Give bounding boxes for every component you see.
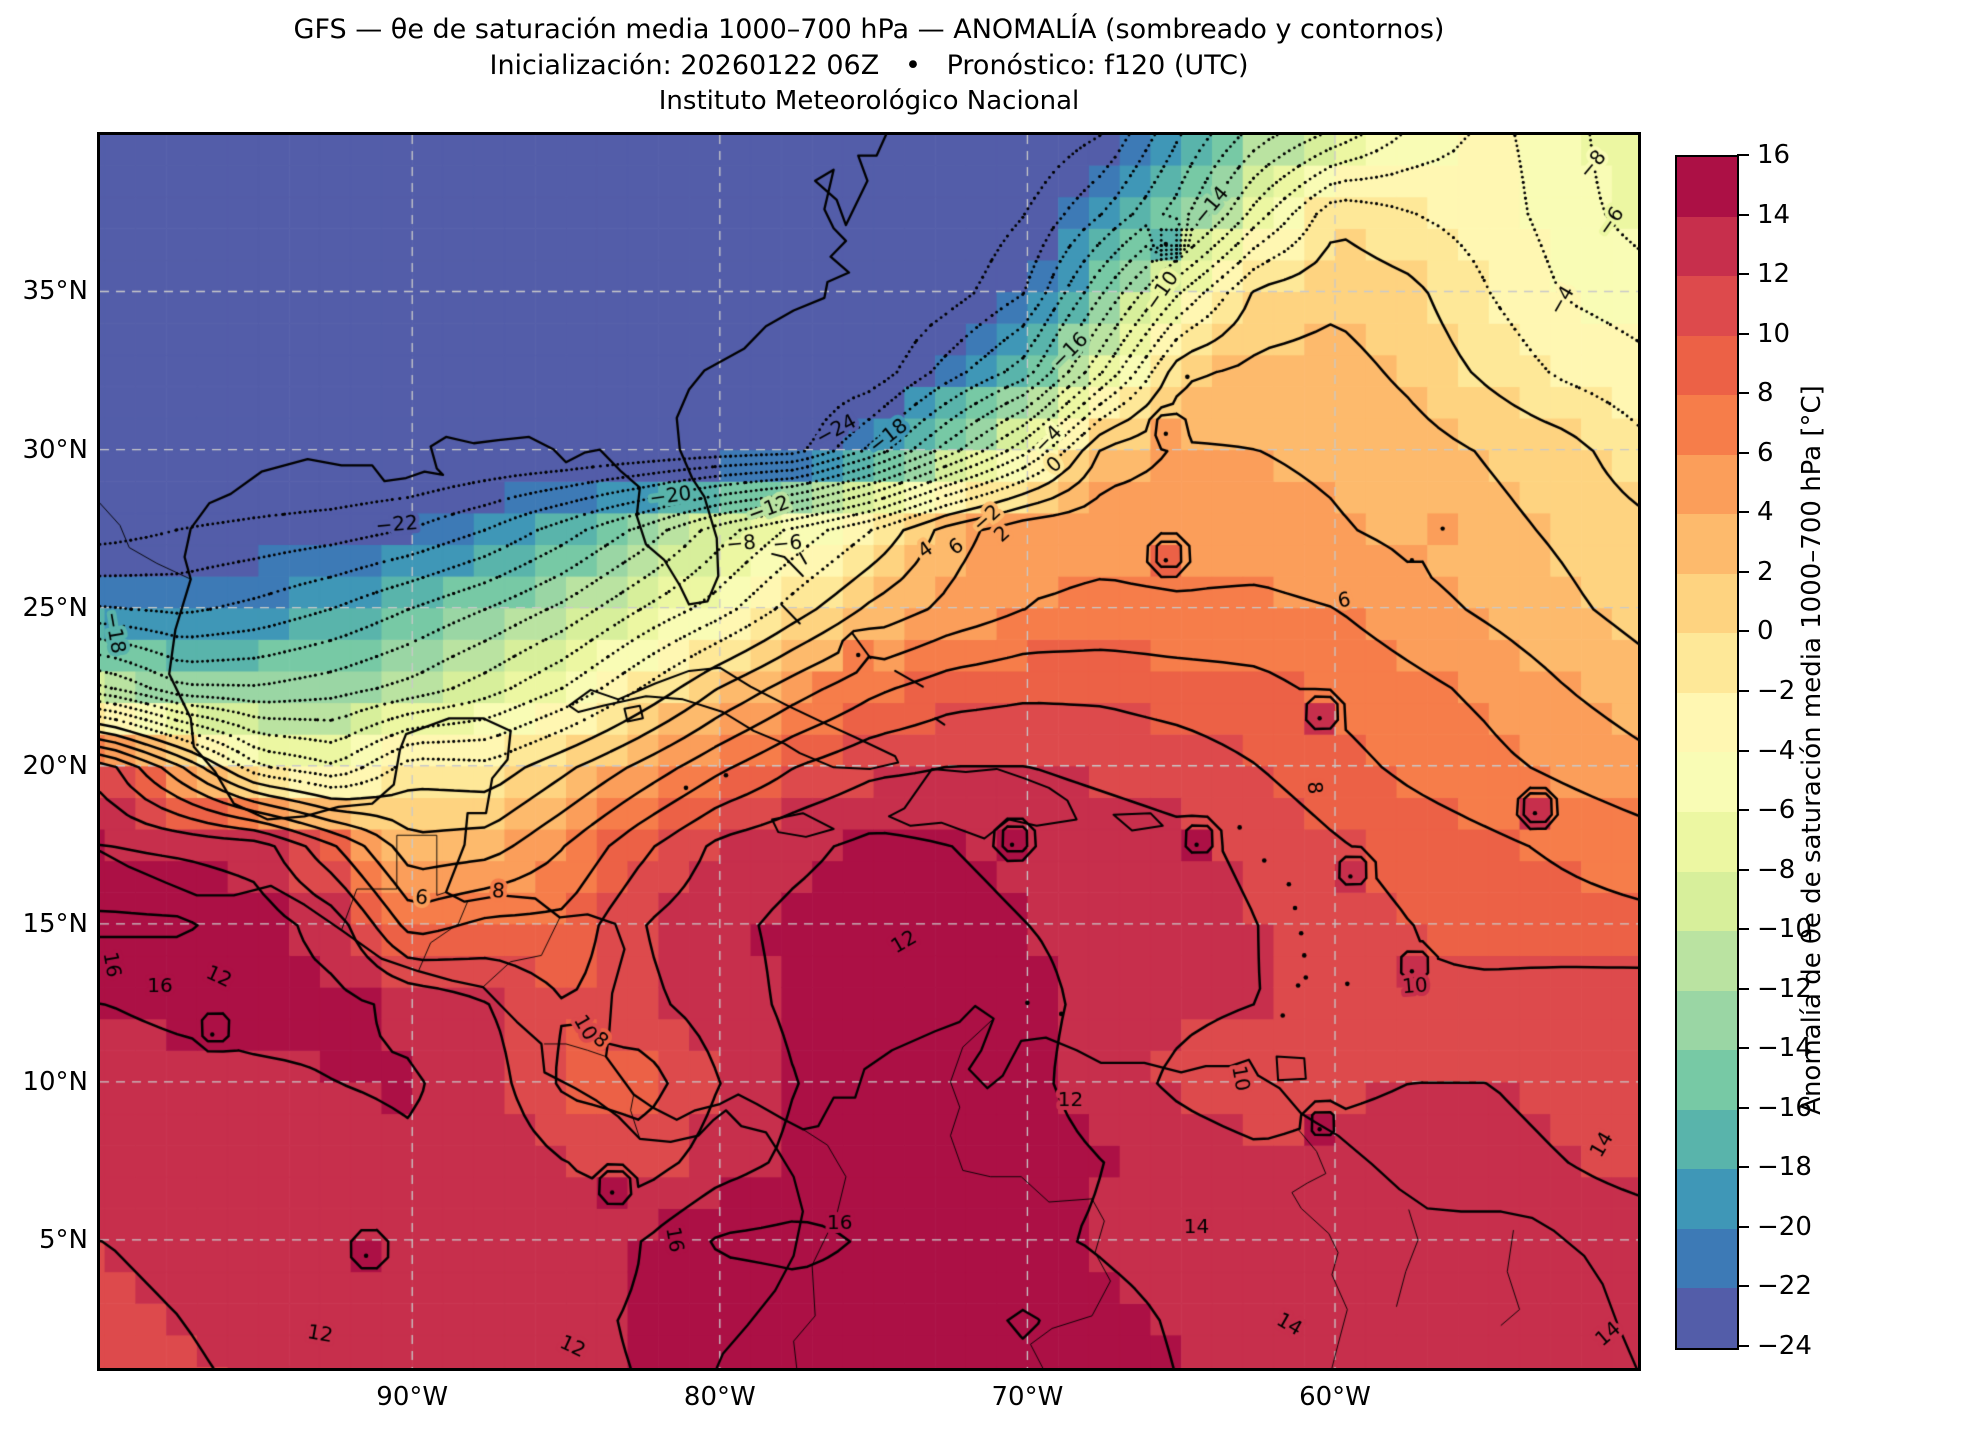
colorbar-tick-mark bbox=[1737, 868, 1749, 871]
colorbar-tick-mark bbox=[1737, 451, 1749, 454]
institution-title: Instituto Meteorológico Nacional bbox=[658, 86, 1080, 116]
colorbar-tick-label: −6 bbox=[1757, 795, 1796, 826]
colorbar-band bbox=[1677, 216, 1737, 277]
colorbar-band bbox=[1677, 395, 1737, 455]
colorbar-band bbox=[1677, 633, 1737, 693]
colorbar-band bbox=[1677, 276, 1737, 336]
colorbar bbox=[1675, 155, 1739, 1350]
colorbar-tick-mark bbox=[1737, 689, 1749, 692]
plot-title: GFS — θe de saturación media 1000–700 hP… bbox=[293, 14, 1445, 45]
colorbar-band bbox=[1677, 1288, 1737, 1348]
colorbar-tick-label: −18 bbox=[1757, 1152, 1812, 1183]
y-tick-label: 20°N bbox=[22, 750, 88, 781]
colorbar-band bbox=[1677, 573, 1737, 634]
colorbar-tick-label: 10 bbox=[1757, 318, 1791, 349]
colorbar-band bbox=[1677, 1228, 1737, 1289]
colorbar-tick-label: 16 bbox=[1757, 140, 1791, 170]
colorbar-tick-mark bbox=[1737, 987, 1749, 990]
colorbar-tick-label: 6 bbox=[1757, 437, 1774, 468]
colorbar-tick-label: −16 bbox=[1757, 1092, 1812, 1123]
y-tick-label: 15°N bbox=[22, 908, 88, 939]
colorbar-band bbox=[1677, 335, 1737, 396]
colorbar-tick-label: −14 bbox=[1757, 1033, 1812, 1064]
y-tick-label: 30°N bbox=[22, 434, 88, 465]
x-tick-label: 90°W bbox=[376, 1382, 449, 1412]
colorbar-band bbox=[1677, 1109, 1737, 1170]
colorbar-tick-mark bbox=[1737, 1225, 1749, 1228]
colorbar-tick-mark bbox=[1737, 273, 1749, 276]
colorbar-tick-mark bbox=[1737, 511, 1749, 514]
colorbar-tick-mark bbox=[1737, 1047, 1749, 1050]
map-frame bbox=[97, 132, 1641, 1371]
colorbar-band bbox=[1677, 692, 1737, 753]
colorbar-tick-mark bbox=[1737, 749, 1749, 752]
x-tick-label: 60°W bbox=[1299, 1382, 1371, 1412]
colorbar-tick-mark bbox=[1737, 1166, 1749, 1169]
plot-subtitle: Inicialización: 20260122 06Z • Pronóstic… bbox=[489, 50, 1249, 81]
colorbar-tick-label: 14 bbox=[1757, 199, 1791, 230]
colorbar-tick-mark bbox=[1737, 1345, 1749, 1347]
colorbar-tick-label: 8 bbox=[1757, 378, 1774, 409]
colorbar-tick-label: 0 bbox=[1757, 616, 1774, 647]
y-tick-label: 35°N bbox=[22, 276, 88, 307]
colorbar-band bbox=[1677, 752, 1737, 813]
colorbar-tick-mark bbox=[1737, 570, 1749, 573]
colorbar-tick-mark bbox=[1737, 1285, 1749, 1288]
colorbar-tick-label: −12 bbox=[1757, 973, 1812, 1004]
colorbar-tick-label: −22 bbox=[1757, 1271, 1812, 1302]
map-canvas bbox=[100, 135, 1638, 1368]
colorbar-tick-mark bbox=[1737, 1106, 1749, 1109]
colorbar-tick-label: −20 bbox=[1757, 1211, 1812, 1242]
colorbar-band bbox=[1677, 1169, 1737, 1229]
x-tick-label: 70°W bbox=[991, 1382, 1064, 1412]
y-tick-label: 25°N bbox=[22, 592, 88, 623]
colorbar-tick-label: 4 bbox=[1757, 497, 1774, 528]
colorbar-title: Anomalía de θe de saturación media 1000–… bbox=[1797, 385, 1827, 1115]
colorbar-tick-mark bbox=[1737, 928, 1749, 931]
colorbar-tick-label: 2 bbox=[1757, 556, 1774, 587]
colorbar-tick-mark bbox=[1737, 332, 1749, 335]
colorbar-tick-label: 12 bbox=[1757, 259, 1791, 290]
colorbar-tick-label: −4 bbox=[1757, 735, 1796, 766]
colorbar-band bbox=[1677, 454, 1737, 515]
colorbar-band bbox=[1677, 812, 1737, 872]
y-tick-label: 10°N bbox=[22, 1066, 88, 1097]
colorbar-tick-label: −10 bbox=[1757, 914, 1812, 945]
colorbar-band bbox=[1677, 931, 1737, 991]
colorbar-tick-mark bbox=[1737, 392, 1749, 395]
colorbar-tick-label: −2 bbox=[1757, 675, 1796, 706]
colorbar-band bbox=[1677, 514, 1737, 574]
colorbar-band bbox=[1677, 157, 1737, 217]
colorbar-tick-mark bbox=[1737, 809, 1749, 812]
colorbar-band bbox=[1677, 990, 1737, 1051]
colorbar-tick-mark bbox=[1737, 630, 1749, 633]
colorbar-band bbox=[1677, 1050, 1737, 1110]
y-tick-label: 5°N bbox=[39, 1224, 88, 1255]
colorbar-tick-label: −24 bbox=[1757, 1331, 1812, 1361]
colorbar-tick-label: −8 bbox=[1757, 854, 1796, 885]
colorbar-tick-mark bbox=[1737, 154, 1749, 156]
x-tick-label: 80°W bbox=[683, 1382, 756, 1412]
colorbar-tick-mark bbox=[1737, 213, 1749, 216]
colorbar-band bbox=[1677, 871, 1737, 932]
